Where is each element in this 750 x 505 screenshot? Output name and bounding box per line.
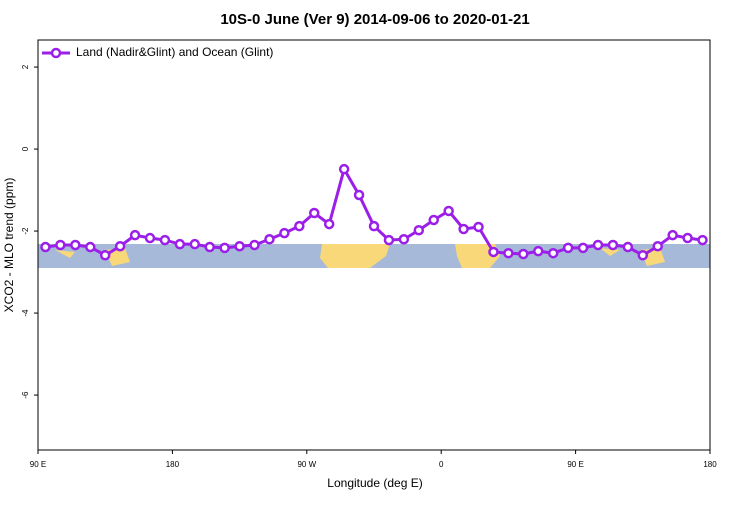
data-point (652, 240, 663, 252)
data-point (368, 220, 380, 232)
data-point (622, 241, 634, 253)
data-point (338, 163, 350, 175)
data-point (518, 248, 529, 260)
data-point (533, 245, 544, 257)
data-point (264, 234, 275, 245)
data-point (667, 229, 678, 241)
series-line (45, 165, 703, 257)
data-point (443, 205, 454, 217)
data-point (562, 242, 574, 254)
data-point (607, 239, 619, 251)
data-point (458, 223, 469, 235)
data-point (547, 247, 559, 259)
data-point (637, 250, 649, 261)
data-point (249, 239, 260, 251)
x-tick-label: 180 (166, 460, 180, 469)
data-point (159, 234, 171, 246)
data-point (279, 227, 290, 239)
data-point (144, 232, 156, 244)
data-point (99, 250, 111, 261)
data-point (697, 234, 708, 246)
y-tick-label: 0 (21, 146, 30, 151)
data-point (174, 238, 186, 250)
legend-label: Land (Nadir&Glint) and Ocean (Glint) (76, 45, 273, 59)
data-point (488, 246, 499, 258)
data-point (473, 221, 484, 233)
data-point (353, 189, 365, 201)
y-tick-label: 2 (21, 64, 30, 69)
x-tick-label: 90 E (30, 460, 46, 469)
data-point (219, 242, 230, 254)
y-axis-label: XCO2 - MLO trend (ppm) (2, 178, 16, 313)
x-tick-label: 180 (703, 460, 717, 469)
data-point (129, 229, 141, 241)
data-point (592, 239, 604, 251)
data-point (70, 239, 81, 251)
legend-marker (50, 47, 62, 59)
data-point (428, 214, 439, 226)
data-point (294, 220, 305, 232)
data-point (398, 234, 410, 245)
x-tick-label: 0 (439, 460, 444, 469)
data-point (85, 241, 96, 253)
data-point (383, 234, 395, 246)
data-point (114, 240, 126, 252)
data-point (189, 238, 201, 250)
data-point (577, 242, 589, 254)
data-point (682, 232, 693, 244)
data-point (234, 240, 245, 252)
data-point (204, 241, 215, 253)
data-point (40, 241, 51, 253)
x-tick-label: 90 W (297, 460, 316, 469)
x-tick-label: 90 E (567, 460, 583, 469)
data-point (503, 247, 514, 259)
y-tick-label: -6 (21, 391, 30, 399)
data-point (55, 239, 66, 251)
y-tick-label: -2 (21, 227, 30, 235)
chart-title: 10S-0 June (Ver 9) 2014-09-06 to 2020-01… (220, 11, 529, 28)
y-tick-label: -4 (21, 309, 30, 317)
data-point (413, 224, 425, 236)
data-point (323, 218, 335, 230)
data-point (309, 207, 320, 219)
plot-frame (37, 39, 711, 451)
x-axis-label: Longitude (deg E) (327, 476, 422, 490)
